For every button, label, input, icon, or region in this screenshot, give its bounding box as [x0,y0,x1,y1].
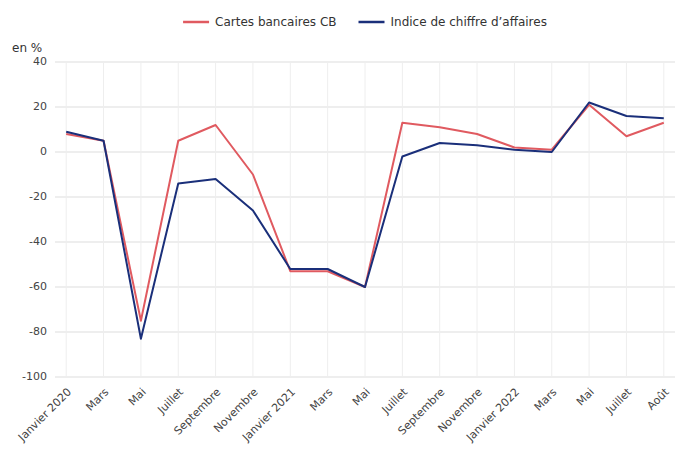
x-grid-line [477,62,478,377]
grid [55,62,675,377]
y-tick-label: -100 [22,370,47,383]
plot-area [66,103,664,339]
legend: Cartes bancaires CB Indice de chiffre d’a… [183,15,547,29]
x-tick-label: Mai [126,386,149,409]
series-line [66,105,664,321]
x-grid-line [327,62,328,377]
x-grid-line [66,62,67,377]
x-grid-line [514,62,515,377]
x-tick-label: Mars [83,385,111,413]
chart: -100 -80 -60 -40 -20 0 20 40 Janvier 2020 Mars Mai… [0,0,695,472]
x-grid-line [290,62,291,377]
x-grid-line [215,62,216,377]
x-tick-label: Janvier 2021 [239,386,298,445]
x-tick-label: Juillet [155,385,187,417]
legend-label: Cartes bancaires CB [215,15,336,29]
x-grid-line [551,62,552,377]
x-grid-line [252,62,253,377]
x-grid-line [402,62,403,377]
series-line [66,103,664,339]
axes: -100 -80 -60 -40 -20 0 20 40 Janvier 2020 Mars Mai… [15,55,672,444]
y-tick-label: -80 [29,325,47,338]
x-tick-label: Juillet [379,385,411,417]
y-tick-label: 0 [40,145,47,158]
y-tick-label: -20 [29,190,47,203]
chart-container: -100 -80 -60 -40 -20 0 20 40 Janvier 2020 Mars Mai… [0,0,695,472]
legend-swatch [183,21,209,24]
x-tick-label: Mai [350,386,373,409]
x-grid-line [103,62,104,377]
y-tick-label: 40 [33,55,47,68]
legend-swatch [359,21,385,24]
x-grid-line [589,62,590,377]
x-tick-label: Juillet [603,385,635,417]
x-tick-label: Mars [307,385,335,413]
y-tick-label: -60 [29,280,47,293]
x-grid-line [178,62,179,377]
y-tick-label: 20 [33,100,47,113]
x-tick-label: Janvier 2020 [15,386,74,445]
x-grid-line [365,62,366,377]
x-tick-label: Août [644,385,672,413]
x-grid-line [439,62,440,377]
legend-label: Indice de chiffre d’affaires [391,15,547,29]
x-grid-line [663,62,664,377]
x-tick-label: Mai [574,386,597,409]
x-tick-label: Janvier 2022 [463,386,522,445]
x-tick-label: Mars [532,385,560,413]
y-axis-label: en % [12,41,42,55]
y-tick-label: -40 [29,235,47,248]
x-grid-line [626,62,627,377]
x-grid-line [140,62,141,377]
